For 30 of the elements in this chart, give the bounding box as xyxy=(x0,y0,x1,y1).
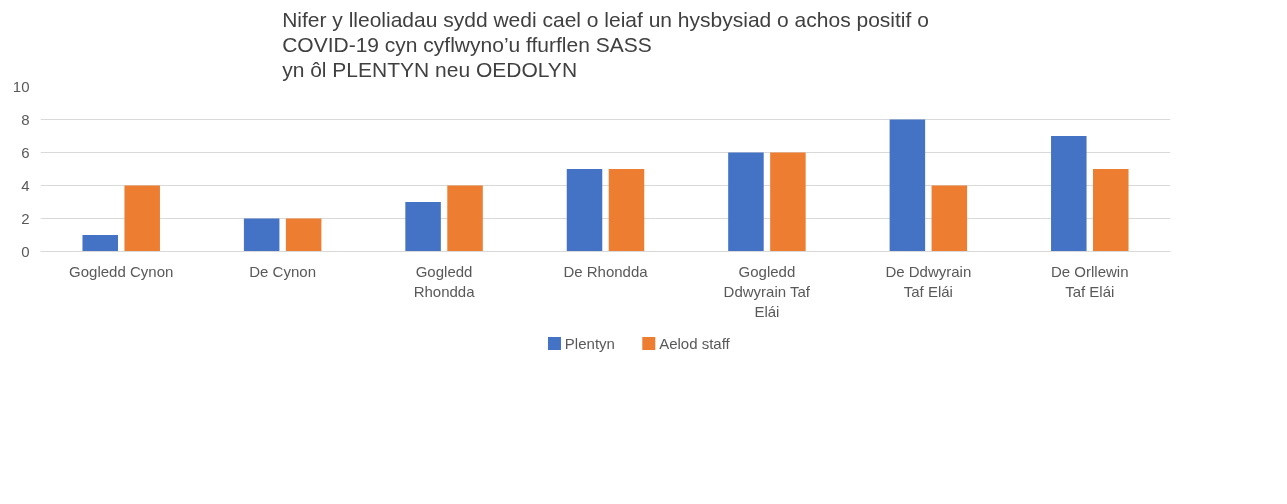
x-tick-label: De Cynon xyxy=(249,262,316,280)
y-tick-label: 8 xyxy=(21,110,30,128)
x-tick-label: De Rhondda xyxy=(563,262,649,280)
bar xyxy=(608,169,645,252)
x-tick-label: De Ddwyrain Taf Elái xyxy=(885,262,972,300)
bar xyxy=(447,185,483,252)
chart-title: Nifer y lleoliadau sydd wedi cael o leiaf un hysbysiad o achos positif o COVID-19 cyn cyflwyno’u ffurflen SASS yn ôl PLENTYN neu OEDOLYN xyxy=(282,7,929,82)
bar xyxy=(124,185,160,252)
bar xyxy=(728,152,764,252)
y-tick-label: 0 xyxy=(21,242,30,260)
bar xyxy=(770,152,806,252)
bar xyxy=(931,185,968,252)
y-tick-label: 10 xyxy=(12,77,30,95)
bar xyxy=(1051,136,1087,252)
bar xyxy=(405,202,441,252)
bar xyxy=(889,119,926,252)
x-tick-label: Gogledd Rhondda xyxy=(413,262,476,300)
y-tick-label: 2 xyxy=(21,209,30,227)
bar xyxy=(82,235,118,252)
x-tick-label: Gogledd Ddwyrain Taf Elái xyxy=(723,262,811,321)
bar xyxy=(285,218,322,252)
bar xyxy=(1093,169,1129,252)
bar xyxy=(566,169,603,252)
x-tick-label: Gogledd Cynon xyxy=(69,262,174,280)
legend-label: Plentyn xyxy=(564,335,615,352)
legend-label: Aelod staff xyxy=(659,335,731,352)
x-tick-label: De Orllewin Taf Elái xyxy=(1051,262,1129,300)
y-tick-label: 6 xyxy=(21,143,30,161)
y-tick-label: 4 xyxy=(21,176,30,194)
bar xyxy=(243,218,280,252)
